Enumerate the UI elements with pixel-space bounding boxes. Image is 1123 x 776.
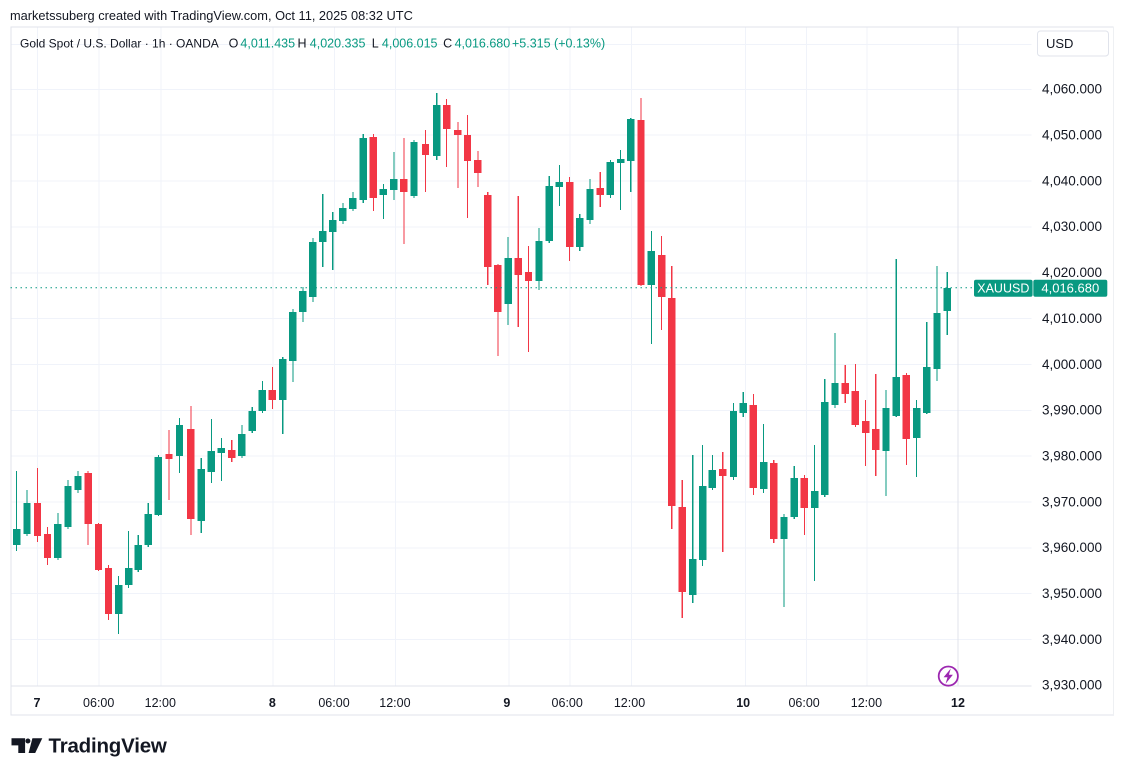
svg-text:3,990.000: 3,990.000 [1042, 403, 1102, 418]
svg-text:4,010.000: 4,010.000 [1042, 311, 1102, 326]
svg-text:06:00: 06:00 [318, 696, 349, 710]
svg-text:4,020.335: 4,020.335 [310, 36, 366, 50]
svg-text:4,050.000: 4,050.000 [1042, 128, 1102, 143]
svg-text:+5.315 (+0.13%): +5.315 (+0.13%) [512, 36, 605, 50]
svg-text:C: C [443, 36, 452, 50]
svg-text:3,930.000: 3,930.000 [1042, 678, 1102, 693]
svg-text:4,060.000: 4,060.000 [1042, 82, 1102, 97]
svg-text:Gold Spot / U.S. Dollar · 1h ·: Gold Spot / U.S. Dollar · 1h · OANDA [20, 36, 219, 50]
svg-text:4,016.680: 4,016.680 [1041, 281, 1099, 296]
svg-text:marketssuberg created with Tra: marketssuberg created with TradingView.c… [10, 8, 413, 23]
svg-text:3,960.000: 3,960.000 [1042, 540, 1102, 555]
svg-text:XAUUSD: XAUUSD [977, 282, 1029, 296]
svg-text:4,011.435: 4,011.435 [240, 36, 295, 50]
svg-text:12: 12 [951, 696, 965, 710]
svg-text:12:00: 12:00 [145, 696, 176, 710]
svg-text:L: L [372, 36, 379, 50]
svg-text:4,040.000: 4,040.000 [1042, 173, 1102, 188]
svg-text:9: 9 [503, 696, 510, 710]
svg-text:TradingView: TradingView [49, 735, 167, 758]
svg-text:8: 8 [269, 696, 276, 710]
svg-text:3,970.000: 3,970.000 [1042, 494, 1102, 509]
svg-text:4,020.000: 4,020.000 [1042, 265, 1102, 280]
svg-text:USD: USD [1046, 36, 1073, 51]
svg-text:4,016.680: 4,016.680 [455, 36, 511, 50]
svg-text:4,006.015: 4,006.015 [382, 36, 438, 50]
svg-text:12:00: 12:00 [379, 696, 410, 710]
svg-text:06:00: 06:00 [788, 696, 819, 710]
svg-text:12:00: 12:00 [614, 696, 645, 710]
svg-text:12:00: 12:00 [851, 696, 882, 710]
svg-text:H: H [298, 36, 307, 50]
svg-text:06:00: 06:00 [83, 696, 114, 710]
svg-text:06:00: 06:00 [552, 696, 583, 710]
svg-text:3,940.000: 3,940.000 [1042, 632, 1102, 647]
svg-text:3,980.000: 3,980.000 [1042, 449, 1102, 464]
svg-text:7: 7 [34, 696, 41, 710]
svg-text:3,950.000: 3,950.000 [1042, 586, 1102, 601]
svg-text:O: O [229, 36, 239, 50]
svg-text:10: 10 [736, 696, 750, 710]
svg-text:4,000.000: 4,000.000 [1042, 357, 1102, 372]
svg-text:4,030.000: 4,030.000 [1042, 219, 1102, 234]
